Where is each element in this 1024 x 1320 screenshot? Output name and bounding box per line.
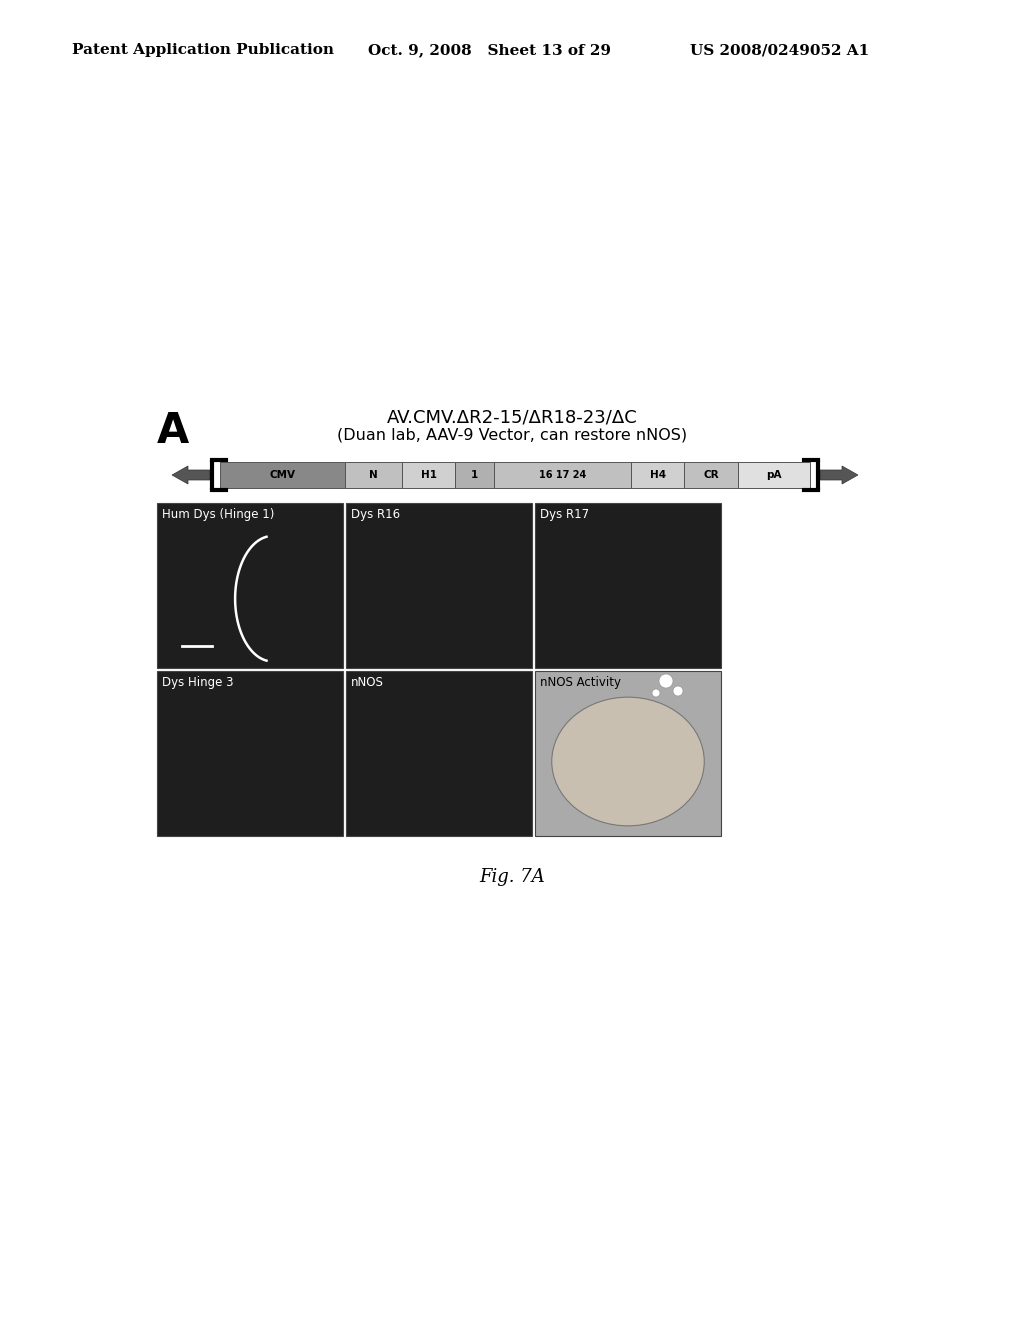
Text: Dys R17: Dys R17: [540, 508, 589, 521]
Text: AV.CMV.ΔR2-15/ΔR18-23/ΔC: AV.CMV.ΔR2-15/ΔR18-23/ΔC: [387, 408, 637, 426]
Text: CR: CR: [703, 470, 719, 480]
Bar: [535, 671, 721, 836]
Text: US 2008/0249052 A1: US 2008/0249052 A1: [690, 44, 869, 57]
Text: (Duan lab, AAV-9 Vector, can restore nNOS): (Duan lab, AAV-9 Vector, can restore nNO…: [337, 426, 687, 442]
Bar: [456, 462, 495, 488]
Text: Dys Hinge 3: Dys Hinge 3: [162, 676, 233, 689]
Text: nNOS: nNOS: [351, 676, 384, 689]
Text: H4: H4: [649, 470, 666, 480]
Text: N: N: [369, 470, 378, 480]
Text: CMV: CMV: [269, 470, 295, 480]
Text: Fig. 7A: Fig. 7A: [479, 869, 545, 886]
Bar: [157, 671, 343, 836]
Bar: [345, 462, 401, 488]
Bar: [157, 503, 343, 668]
Ellipse shape: [552, 697, 705, 826]
Text: Oct. 9, 2008   Sheet 13 of 29: Oct. 9, 2008 Sheet 13 of 29: [368, 44, 611, 57]
FancyArrow shape: [172, 466, 210, 484]
Text: Dys R16: Dys R16: [351, 508, 400, 521]
Text: A: A: [157, 411, 189, 451]
Bar: [346, 671, 532, 836]
Text: nNOS Activity: nNOS Activity: [540, 676, 621, 689]
Text: Hum Dys (Hinge 1): Hum Dys (Hinge 1): [162, 508, 274, 521]
Bar: [220, 462, 345, 488]
Bar: [495, 462, 631, 488]
Circle shape: [652, 689, 660, 697]
Bar: [401, 462, 456, 488]
Bar: [535, 503, 721, 668]
Text: H1: H1: [421, 470, 436, 480]
FancyArrow shape: [820, 466, 858, 484]
Circle shape: [673, 686, 683, 696]
Bar: [738, 462, 810, 488]
Text: 1: 1: [471, 470, 478, 480]
Text: 16 17 24: 16 17 24: [539, 470, 586, 480]
Bar: [684, 462, 738, 488]
Bar: [631, 462, 684, 488]
Text: Patent Application Publication: Patent Application Publication: [72, 44, 334, 57]
Circle shape: [659, 675, 673, 688]
Text: pA: pA: [766, 470, 781, 480]
Bar: [346, 503, 532, 668]
